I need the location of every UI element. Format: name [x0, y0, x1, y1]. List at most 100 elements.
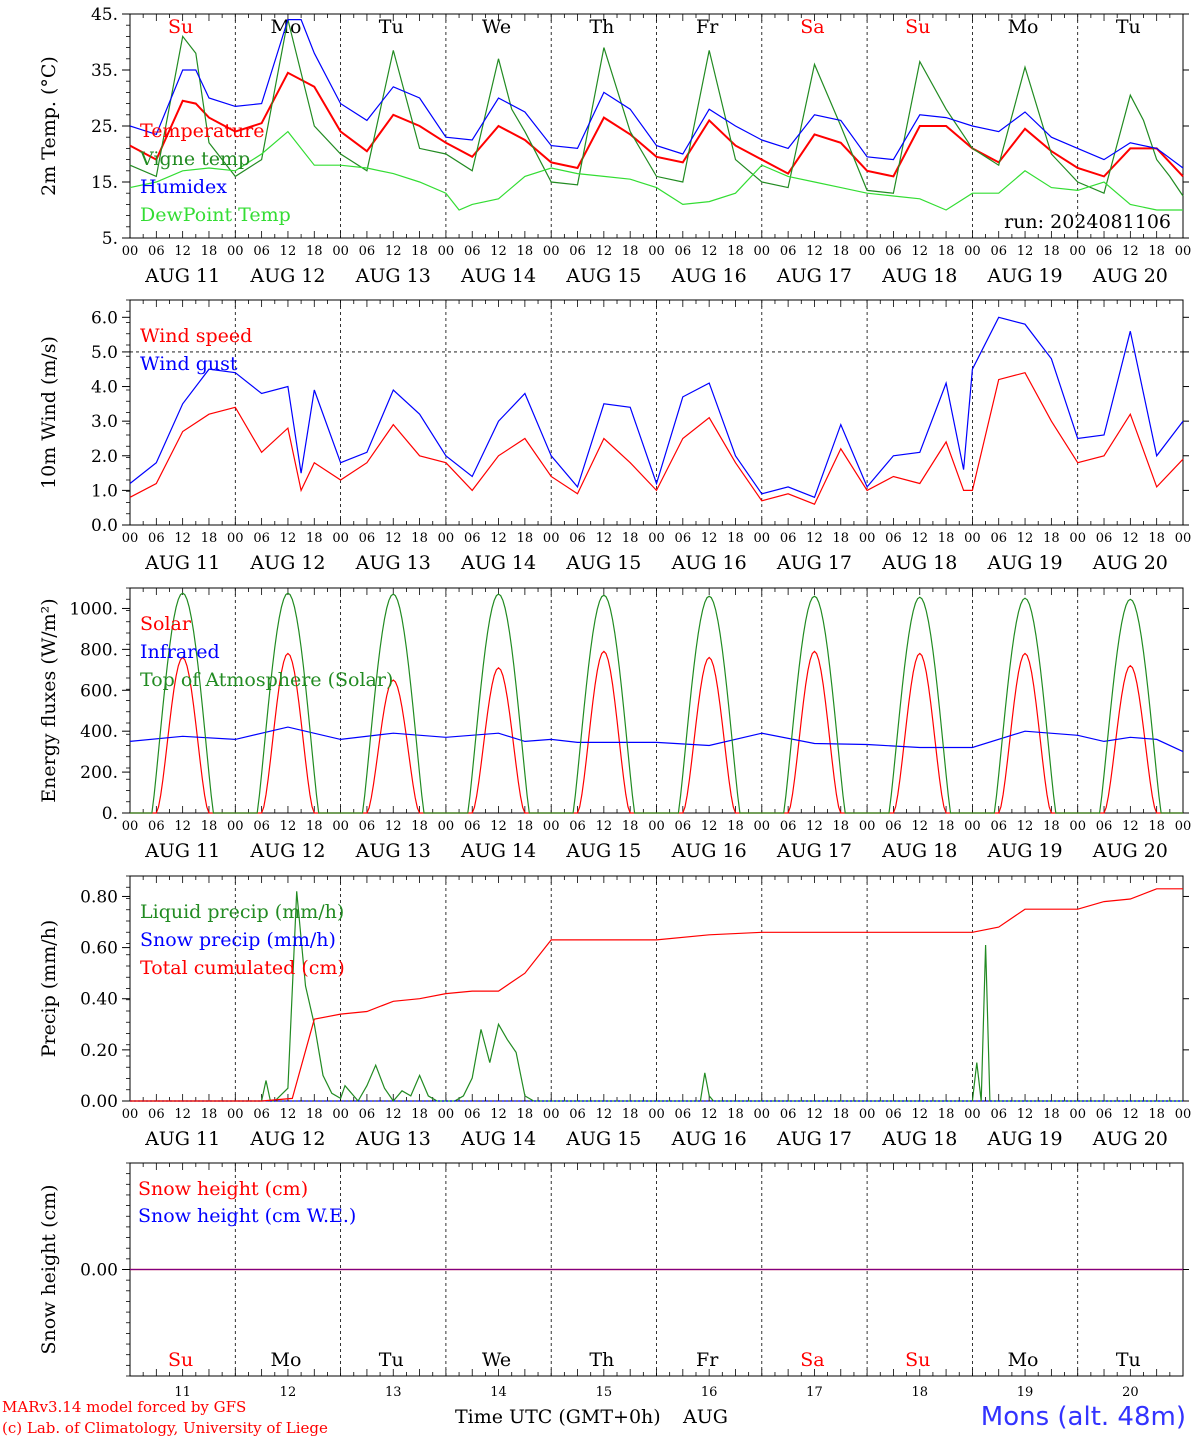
hour-tick-label: 00 — [1069, 1107, 1086, 1122]
hour-tick-label: 06 — [464, 244, 481, 259]
hour-tick-label: 12 — [911, 1107, 928, 1122]
weekday-label: Tu — [1116, 1349, 1141, 1371]
hour-tick-label: 12 — [911, 244, 928, 259]
hour-tick-label: 12 — [385, 244, 402, 259]
hour-tick-label: 06 — [1096, 1107, 1113, 1122]
hour-tick-label: 06 — [885, 244, 902, 259]
weekday-label: Sa — [800, 1349, 824, 1371]
hour-tick-label: 00 — [964, 244, 981, 259]
hour-tick-label: 06 — [569, 819, 586, 834]
hour-tick-label: 18 — [727, 1107, 744, 1122]
hour-tick-label: 12 — [806, 1107, 823, 1122]
legend-entry: Total cumulated (cm) — [140, 957, 345, 979]
hour-tick-label: 00 — [1069, 244, 1086, 259]
date-label: AUG 19 — [986, 265, 1062, 287]
y-axis-label: 2m Temp. (°C) — [38, 56, 60, 196]
hour-tick-label: 18 — [306, 819, 323, 834]
date-label: AUG 13 — [355, 265, 431, 287]
model-credit-line: MARv3.14 model forced by GFS — [2, 1398, 247, 1416]
weekday-label: Su — [905, 16, 930, 38]
y-tick-label: 5.0 — [91, 343, 118, 363]
date-label: AUG 13 — [355, 1128, 431, 1150]
y-tick-label: 600. — [80, 681, 118, 701]
hour-tick-label: 00 — [332, 1107, 349, 1122]
hour-tick-label: 06 — [990, 244, 1007, 259]
hour-tick-label: 06 — [253, 244, 270, 259]
hour-tick-label: 18 — [727, 531, 744, 546]
y-tick-label: 3.0 — [91, 412, 118, 432]
weekday-label: Fr — [696, 16, 719, 38]
y-tick-label: 0.00 — [80, 1092, 118, 1112]
y-tick-label: 35. — [91, 61, 118, 81]
hour-tick-label: 18 — [727, 819, 744, 834]
date-label: AUG 17 — [776, 840, 852, 862]
panel-snow: 11 12 13 14 15 16 17 18 19 20 Su Mo Tu We Th Fr Sa Su Mo Tu… — [38, 1162, 1189, 1400]
series-line-total-cumulated-cm- — [130, 888, 1183, 1102]
day-number-label: 11 — [174, 1385, 191, 1400]
hour-tick-label: 18 — [1148, 531, 1165, 546]
hour-tick-label: 12 — [385, 1107, 402, 1122]
hour-tick-label: 18 — [517, 819, 534, 834]
hour-tick-label: 12 — [911, 819, 928, 834]
hour-tick-label: 12 — [490, 244, 507, 259]
hour-tick-label: 18 — [411, 244, 428, 259]
hour-tick-label: 18 — [306, 244, 323, 259]
weekday-label: Fr — [696, 1349, 719, 1371]
hour-tick-label: 06 — [464, 531, 481, 546]
hour-tick-label: 00 — [122, 531, 139, 546]
hour-tick-label: 18 — [306, 1107, 323, 1122]
panel-wind: 00 06 12 18 AUG 11 00 06 12 18 AUG 12 00 06 12 18 AUG … — [38, 299, 1191, 574]
hour-tick-label: 18 — [622, 531, 639, 546]
date-label: AUG 11 — [144, 265, 220, 287]
hour-tick-label: 00 — [754, 1107, 771, 1122]
hour-tick-label: 12 — [280, 1107, 297, 1122]
legend-entry: Wind gust — [140, 353, 238, 375]
hour-tick-label: 18 — [517, 531, 534, 546]
hour-tick-label: 00 — [859, 531, 876, 546]
legend-entry: Solar — [140, 613, 192, 635]
date-label: AUG 15 — [565, 840, 641, 862]
hour-tick-label: 18 — [938, 531, 955, 546]
date-label: AUG 16 — [671, 265, 747, 287]
weekday-label: Th — [589, 16, 614, 38]
series-line-wind-speed — [129, 372, 1184, 505]
hour-tick-label: 00 — [227, 1107, 244, 1122]
weekday-label: Tu — [379, 1349, 404, 1371]
legend-entry: Liquid precip (mm/h) — [140, 901, 344, 923]
y-tick-label: 4.0 — [91, 378, 118, 398]
date-label: AUG 11 — [144, 840, 220, 862]
hour-tick-label: 12 — [596, 531, 613, 546]
date-label: AUG 20 — [1092, 552, 1168, 574]
hour-tick-label: 00 — [648, 1107, 665, 1122]
hour-tick-label: 18 — [1148, 244, 1165, 259]
panel-energy: 00 06 12 18 AUG 11 00 06 12 18 AUG 12 00 06 12 18 AUG … — [38, 587, 1191, 862]
hour-tick-label: 06 — [464, 1107, 481, 1122]
date-label: AUG 12 — [249, 840, 325, 862]
hour-tick-label: 12 — [174, 244, 191, 259]
y-tick-label: 6.0 — [91, 308, 118, 328]
weekday-label: Tu — [379, 16, 404, 38]
hour-tick-label: 06 — [780, 819, 797, 834]
legend-entry: Vigne temp — [139, 148, 250, 170]
hour-tick-label: 18 — [517, 1107, 534, 1122]
date-label: AUG 20 — [1092, 1128, 1168, 1150]
series-line-infrared — [129, 726, 1184, 753]
series-line-temperature — [129, 71, 1184, 178]
day-number-label: 14 — [490, 1385, 507, 1400]
date-label: AUG 17 — [776, 265, 852, 287]
date-label: AUG 20 — [1092, 840, 1168, 862]
legend-entry: Infrared — [140, 641, 220, 663]
hour-tick-label: 00 — [227, 531, 244, 546]
hour-tick-label: 12 — [911, 531, 928, 546]
y-tick-label: 25. — [91, 117, 118, 137]
weekday-label: Tu — [1116, 16, 1141, 38]
day-number-label: 16 — [701, 1385, 718, 1400]
hour-tick-label: 06 — [1096, 531, 1113, 546]
y-tick-label: 0.20 — [80, 1041, 118, 1061]
hour-tick-label: 06 — [569, 244, 586, 259]
date-label: AUG 19 — [986, 1128, 1062, 1150]
y-tick-label: 0. — [102, 804, 118, 824]
hour-tick-label: 12 — [1017, 1107, 1034, 1122]
hour-tick-label: 06 — [148, 244, 165, 259]
hour-tick-label: 18 — [1043, 244, 1060, 259]
